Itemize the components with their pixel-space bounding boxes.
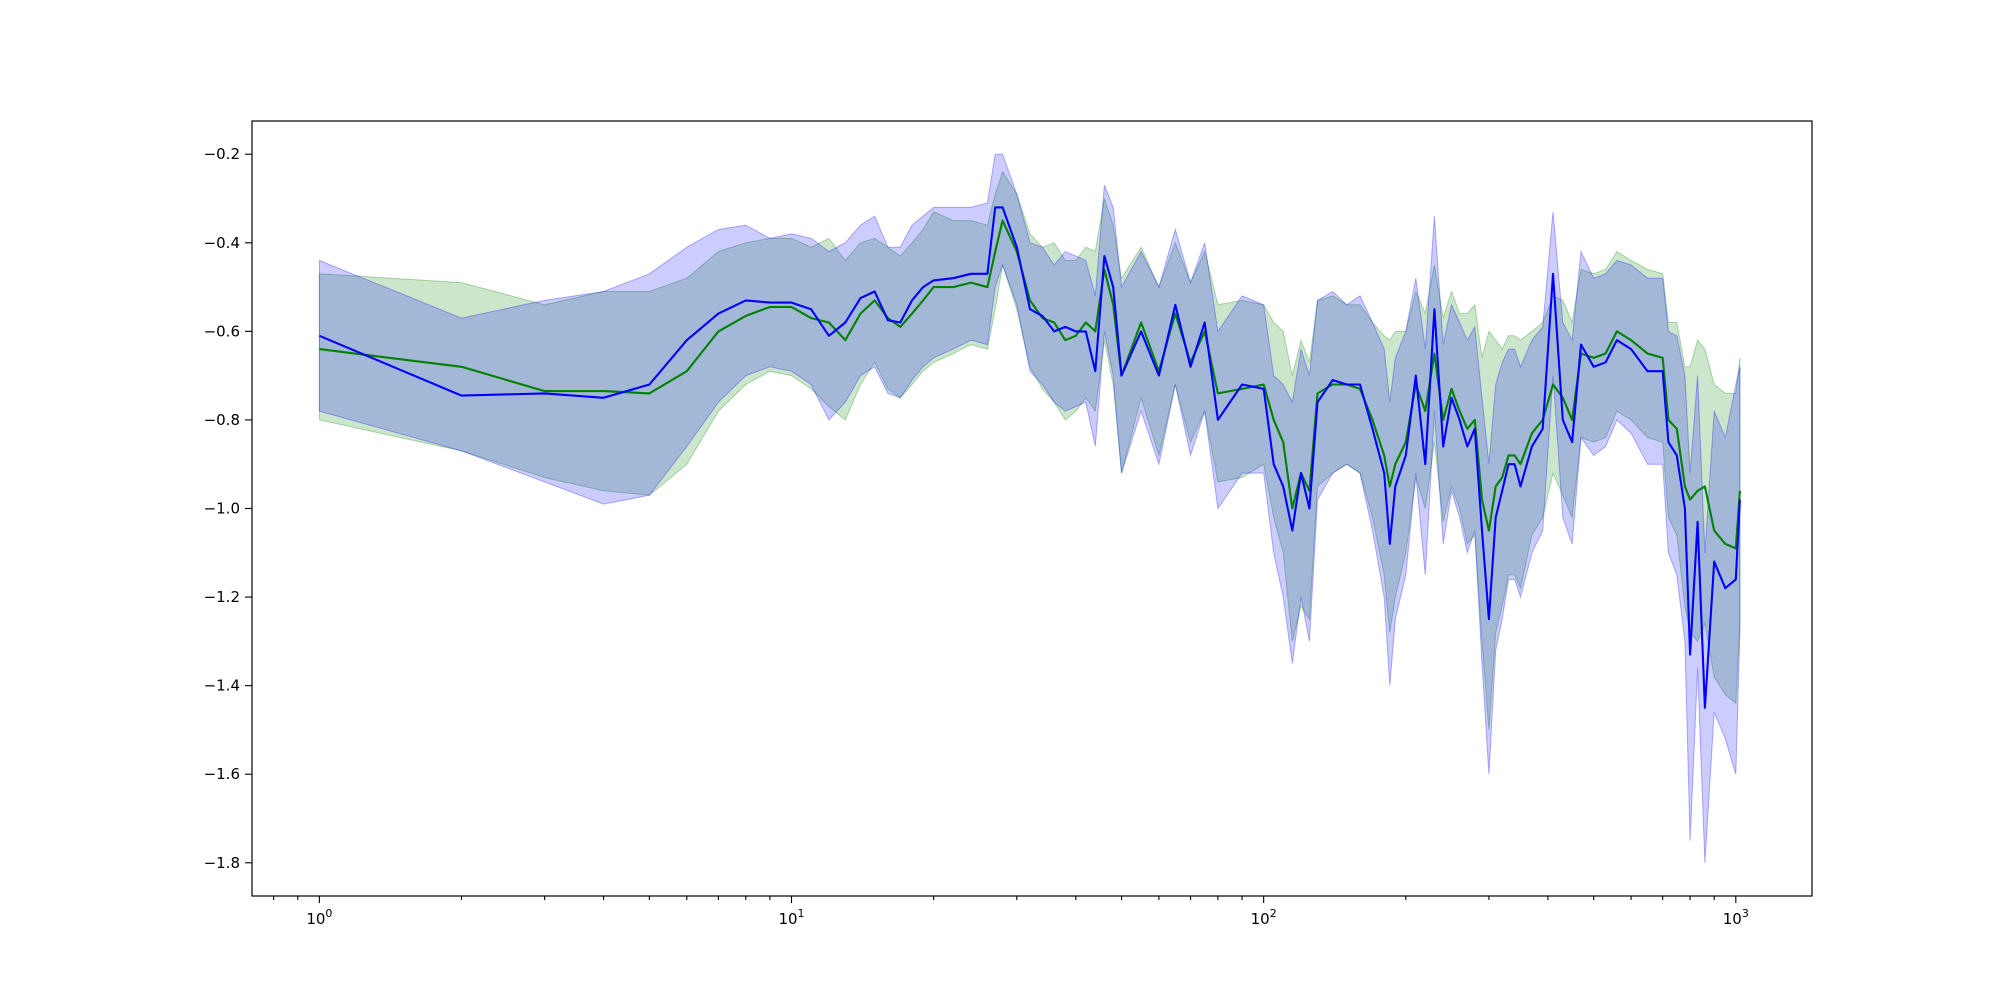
x-tick-label-exponent: 0	[325, 907, 332, 920]
y-tick-label: −1.2	[204, 588, 240, 606]
y-axis: −0.2 −0.4 −0.6 −0.8 −1.0 −1.2 −1.4 −1.6 −1.8	[204, 145, 252, 872]
y-tick-label: −1.8	[204, 854, 240, 872]
x-axis: 100 101 102 103	[273, 896, 1749, 928]
x-tick-label-base: 10	[306, 910, 325, 928]
x-tick-label-exponent: 2	[1270, 907, 1277, 920]
x-tick-label: 103	[1723, 907, 1749, 928]
series-1-line	[318, 206, 1741, 709]
x-tick-label: 102	[1251, 907, 1277, 928]
y-tick-label: −1.4	[204, 677, 240, 695]
confidence-bands	[318, 153, 1741, 863]
x-tick-label: 100	[306, 907, 332, 928]
x-tick-label-base: 10	[1251, 910, 1270, 928]
x-tick-label-base: 10	[1723, 910, 1742, 928]
x-tick-label: 101	[778, 907, 804, 928]
y-tick-label: −1.0	[204, 500, 240, 518]
series-0-band	[318, 170, 1741, 730]
series-lines	[318, 206, 1741, 709]
x-tick-label-base: 10	[778, 910, 797, 928]
x-tick-label-exponent: 1	[798, 907, 805, 920]
y-tick-label: −0.8	[204, 411, 240, 429]
series-1-band	[318, 153, 1741, 863]
x-tick-label-exponent: 3	[1742, 907, 1749, 920]
y-tick-label: −1.6	[204, 765, 240, 783]
y-tick-label: −0.4	[204, 234, 240, 252]
y-tick-label: −0.2	[204, 145, 240, 163]
y-tick-label: −0.6	[204, 322, 240, 340]
